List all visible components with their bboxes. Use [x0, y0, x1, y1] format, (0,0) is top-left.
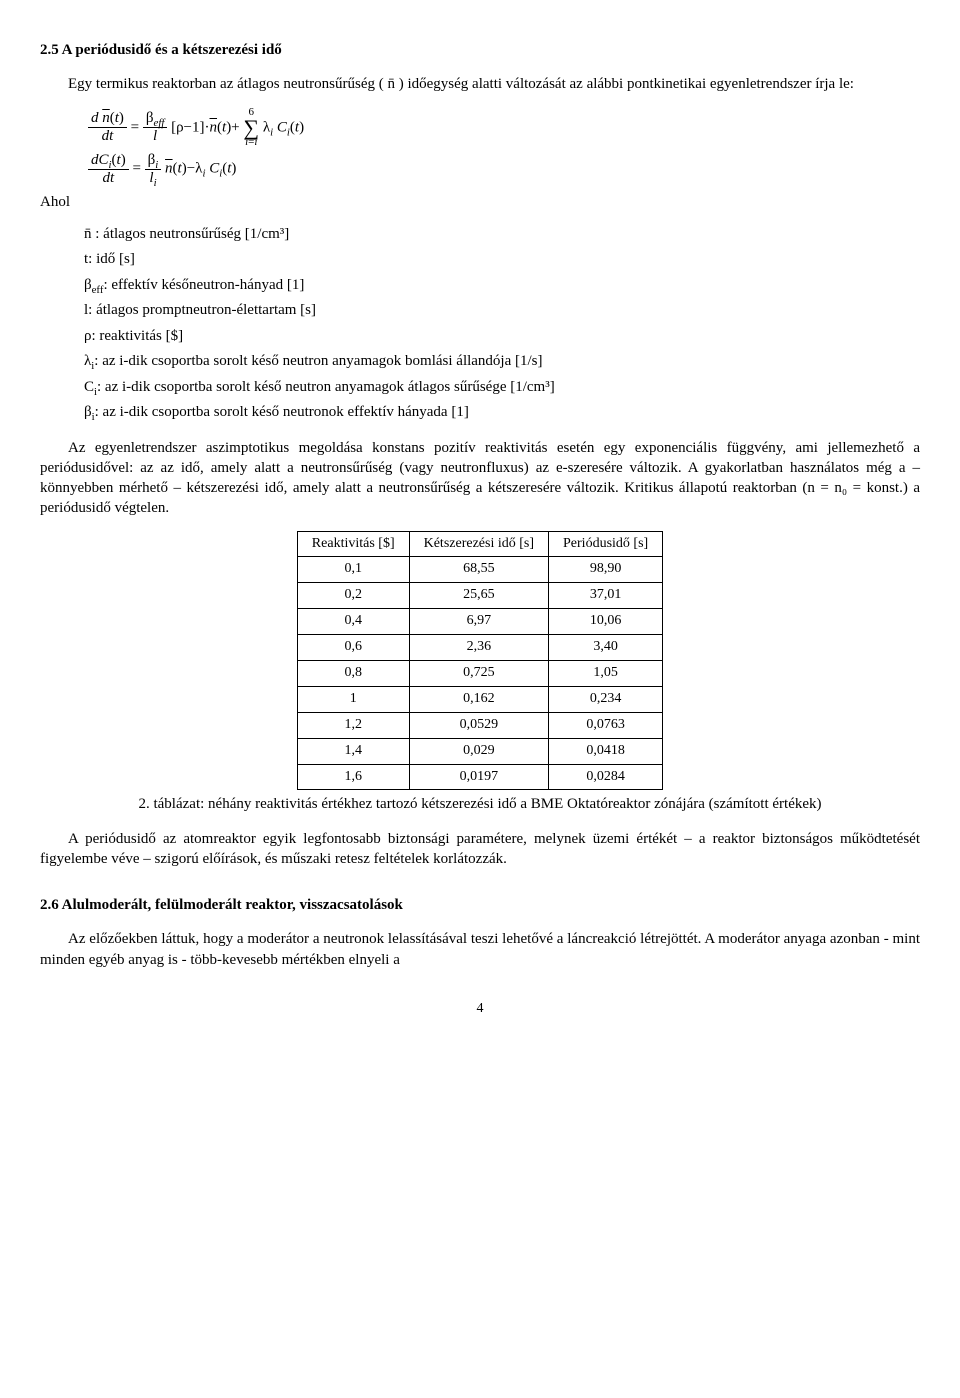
table-cell: 0,0529 [409, 712, 548, 738]
table-cell: 3,40 [549, 635, 663, 661]
ahol-label: Ahol [40, 192, 920, 212]
table-cell: 0,234 [549, 686, 663, 712]
table-cell: 2,36 [409, 635, 548, 661]
table-cell: 0,162 [409, 686, 548, 712]
def-beff: βeff: effektív későneutron-hányad [1] [84, 274, 920, 297]
table-cell: 0,0197 [409, 764, 548, 790]
table-cell: 1,6 [297, 764, 409, 790]
table-cell: 0,6 [297, 635, 409, 661]
table-row: 1,40,0290,0418 [297, 738, 662, 764]
table-cell: 68,55 [409, 557, 548, 583]
table-row: 0,46,9710,06 [297, 609, 662, 635]
intro-paragraph: Egy termikus reaktorban az átlagos neutr… [40, 74, 920, 94]
table-cell: 1,4 [297, 738, 409, 764]
def-l: l: átlagos promptneutron-élettartam [s] [84, 299, 920, 322]
table-cell: 1 [297, 686, 409, 712]
table-cell: 0,725 [409, 661, 548, 687]
table-cell: 0,4 [297, 609, 409, 635]
section-heading-25: 2.5 A periódusidő és a kétszerezési idő [40, 40, 920, 60]
equation-2: dCi(t)dt = βili n(t)−λi Ci(t) [88, 152, 920, 186]
table-cell: 37,01 [549, 583, 663, 609]
table-cell: 6,97 [409, 609, 548, 635]
table-row: 0,80,7251,05 [297, 661, 662, 687]
table-cell: 0,0763 [549, 712, 663, 738]
def-n: n̄ : átlagos neutronsűrűség [1/cm³] [84, 223, 920, 246]
table-cell: 25,65 [409, 583, 548, 609]
equation-1: d n(t)dt = βeffl [ρ−1]·n(t)+ 6∑i=i λi Ci… [88, 107, 920, 149]
section-heading-26: 2.6 Alulmoderált, felülmoderált reaktor,… [40, 895, 920, 915]
paragraph-sec26: Az előzőekben láttuk, hogy a moderátor a… [40, 929, 920, 970]
table-cell: 1,05 [549, 661, 663, 687]
table-header: Periódusidő [s] [549, 531, 663, 557]
table-row: 0,168,5598,90 [297, 557, 662, 583]
reactivity-table: Reaktivitás [$]Kétszerezési idő [s]Perió… [297, 531, 663, 791]
table-row: 0,62,363,40 [297, 635, 662, 661]
def-bi: βi: az i-dik csoportba sorolt késő neutr… [84, 401, 920, 424]
table-cell: 0,2 [297, 583, 409, 609]
table-row: 1,60,01970,0284 [297, 764, 662, 790]
table-cell: 0,029 [409, 738, 548, 764]
table-cell: 10,06 [549, 609, 663, 635]
def-c: Ci: az i-dik csoportba sorolt késő neutr… [84, 376, 920, 399]
table-cell: 1,2 [297, 712, 409, 738]
table-cell: 98,90 [549, 557, 663, 583]
table-cell: 0,8 [297, 661, 409, 687]
table-caption: 2. táblázat: néhány reaktivitás értékhez… [40, 794, 920, 814]
table-cell: 0,0418 [549, 738, 663, 764]
table-cell: 0,0284 [549, 764, 663, 790]
def-rho: ρ: reaktivitás [$] [84, 325, 920, 348]
definitions-list: n̄ : átlagos neutronsűrűség [1/cm³] t: i… [84, 223, 920, 424]
table-header: Kétszerezési idő [s] [409, 531, 548, 557]
table-row: 10,1620,234 [297, 686, 662, 712]
table-cell: 0,1 [297, 557, 409, 583]
table-header: Reaktivitás [$] [297, 531, 409, 557]
def-t: t: idő [s] [84, 248, 920, 271]
paragraph-explanation: Az egyenletrendszer aszimptotikus megold… [40, 438, 920, 519]
table-row: 0,225,6537,01 [297, 583, 662, 609]
table-row: 1,20,05290,0763 [297, 712, 662, 738]
paragraph-period: A periódusidő az atomreaktor egyik legfo… [40, 829, 920, 870]
page-number: 4 [40, 1000, 920, 1019]
def-lambda: λi: az i-dik csoportba sorolt késő neutr… [84, 350, 920, 373]
